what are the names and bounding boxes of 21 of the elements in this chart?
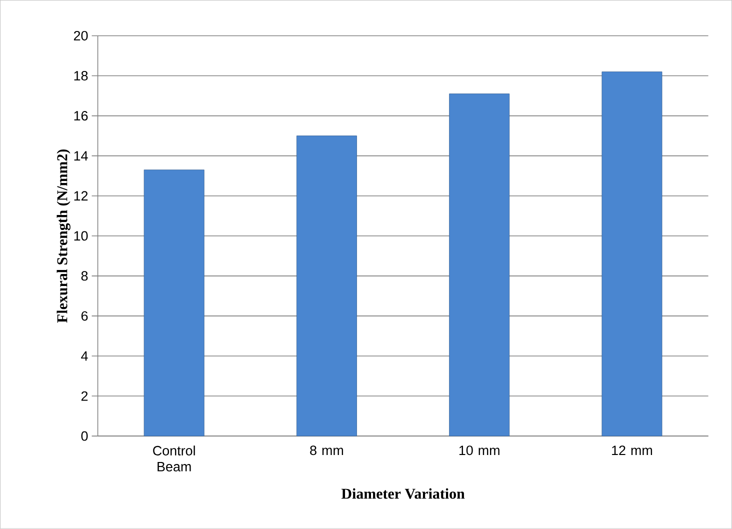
y-axis-title: Flexural Strength (N/mm2)	[56, 150, 70, 323]
bar	[449, 94, 510, 436]
y-tick-label: 4	[81, 351, 88, 361]
y-tick-label: 14	[74, 151, 88, 161]
y-tick-label: 6	[81, 311, 88, 321]
bar	[296, 136, 357, 436]
y-tick-label: 18	[74, 71, 88, 81]
y-tick-label: 0	[81, 431, 88, 441]
x-tick-label: Control Beam	[153, 446, 195, 472]
x-tick-label: 12 mm	[612, 446, 652, 456]
y-tick-label: 20	[74, 31, 88, 41]
x-axis-title: Diameter Variation	[341, 488, 465, 499]
y-tick-label: 12	[74, 191, 88, 201]
y-tick-label: 10	[74, 231, 88, 241]
y-tick-label: 2	[81, 391, 88, 401]
x-tick-label: 8 mm	[310, 446, 344, 456]
x-tick-label: 10 mm	[459, 446, 500, 456]
y-tick-label: 8	[81, 271, 88, 281]
bar	[144, 170, 204, 436]
y-tick-label: 16	[74, 111, 88, 121]
bar	[602, 72, 662, 436]
